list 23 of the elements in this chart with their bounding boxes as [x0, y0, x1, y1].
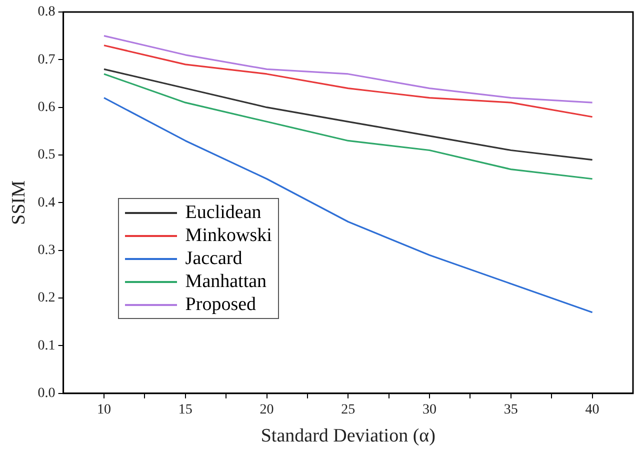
- y-tick-label: 0.4: [38, 195, 56, 210]
- y-tick-label: 0.5: [38, 148, 56, 163]
- y-tick-label: 0.1: [38, 338, 56, 354]
- x-tick-label: 25: [341, 402, 356, 418]
- x-axis-title: Standard Deviation (α): [260, 426, 436, 447]
- y-tick-label: 0.7: [38, 52, 56, 68]
- y-tick-label: 0.6: [38, 100, 56, 116]
- legend-label: Euclidean: [185, 201, 262, 224]
- x-tick-label: 30: [422, 402, 437, 418]
- y-tick-label: 0.2: [38, 290, 56, 306]
- x-tick-label: 10: [96, 402, 111, 418]
- x-tick-label: 15: [178, 402, 192, 418]
- legend-label: Manhattan: [185, 270, 267, 294]
- x-tick-label: 20: [260, 402, 274, 418]
- y-axis-title: SSIM: [8, 180, 30, 225]
- y-tick-label: 0.8: [38, 4, 56, 20]
- x-tick-label: 35: [504, 402, 518, 418]
- x-tick-label: 40: [585, 402, 600, 418]
- legend-label: Minkowski: [185, 224, 272, 248]
- y-tick-label: 0.3: [38, 243, 56, 258]
- y-tick-label: 0.0: [38, 386, 56, 402]
- legend-label: Jaccard: [185, 247, 242, 270]
- legend-label: Proposed: [185, 293, 256, 316]
